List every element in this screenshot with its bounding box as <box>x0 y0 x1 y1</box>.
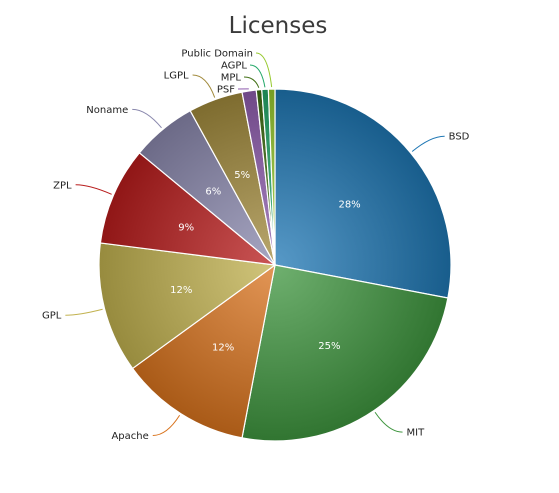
percent-label-zpl: 9% <box>178 223 194 234</box>
slice-label-bsd: BSD <box>449 132 470 143</box>
leader-line-bsd <box>411 135 445 152</box>
slice-label-noname: Noname <box>86 105 128 116</box>
percent-label-bsd: 28% <box>338 199 360 210</box>
slice-label-psf: PSF <box>217 85 235 96</box>
leader-line-lgpl <box>192 74 216 98</box>
leader-line-apache <box>152 415 181 437</box>
slice-label-agpl: AGPL <box>221 61 247 72</box>
pie-slices <box>98 88 452 442</box>
slice-bsd <box>274 88 452 299</box>
slice-public-domain <box>267 88 276 266</box>
slice-gpl <box>98 242 277 370</box>
slice-mit <box>241 264 449 442</box>
percent-label-noname: 6% <box>205 186 221 197</box>
slice-label-lgpl: LGPL <box>164 70 189 81</box>
slice-name-labels: BSD MIT Apache GPL ZPL Noname LGPL PSFMPLAGPLPu… <box>42 49 470 443</box>
leader-line-agpl <box>249 64 266 88</box>
slice-label-apache: Apache <box>111 431 148 442</box>
percent-label-mit: 25% <box>318 341 340 352</box>
leader-line-gpl <box>65 308 103 316</box>
percent-label-apache: 12% <box>212 343 234 354</box>
slice-label-gpl: GPL <box>42 311 62 322</box>
slice-apache <box>131 263 276 439</box>
chart-title: Licenses <box>229 13 328 39</box>
percent-label-gpl: 12% <box>170 285 192 296</box>
leader-line-noname <box>132 108 162 129</box>
label-leader-lines <box>65 52 445 437</box>
slice-label-mpl: MPL <box>221 73 242 84</box>
slice-label-zpl: ZPL <box>53 180 72 191</box>
percent-label-lgpl: 5% <box>234 170 250 181</box>
leader-line-mpl <box>243 76 260 88</box>
slice-label-mit: MIT <box>407 428 426 439</box>
leader-line-mit <box>374 411 403 433</box>
leader-line-public-domain <box>255 52 273 88</box>
slice-zpl <box>99 151 277 266</box>
slice-label-public-domain: Public Domain <box>181 49 253 60</box>
percent-labels: 28% 25% 12% 12% 9% 6% 5% <box>170 170 361 354</box>
leader-line-zpl <box>75 184 112 195</box>
